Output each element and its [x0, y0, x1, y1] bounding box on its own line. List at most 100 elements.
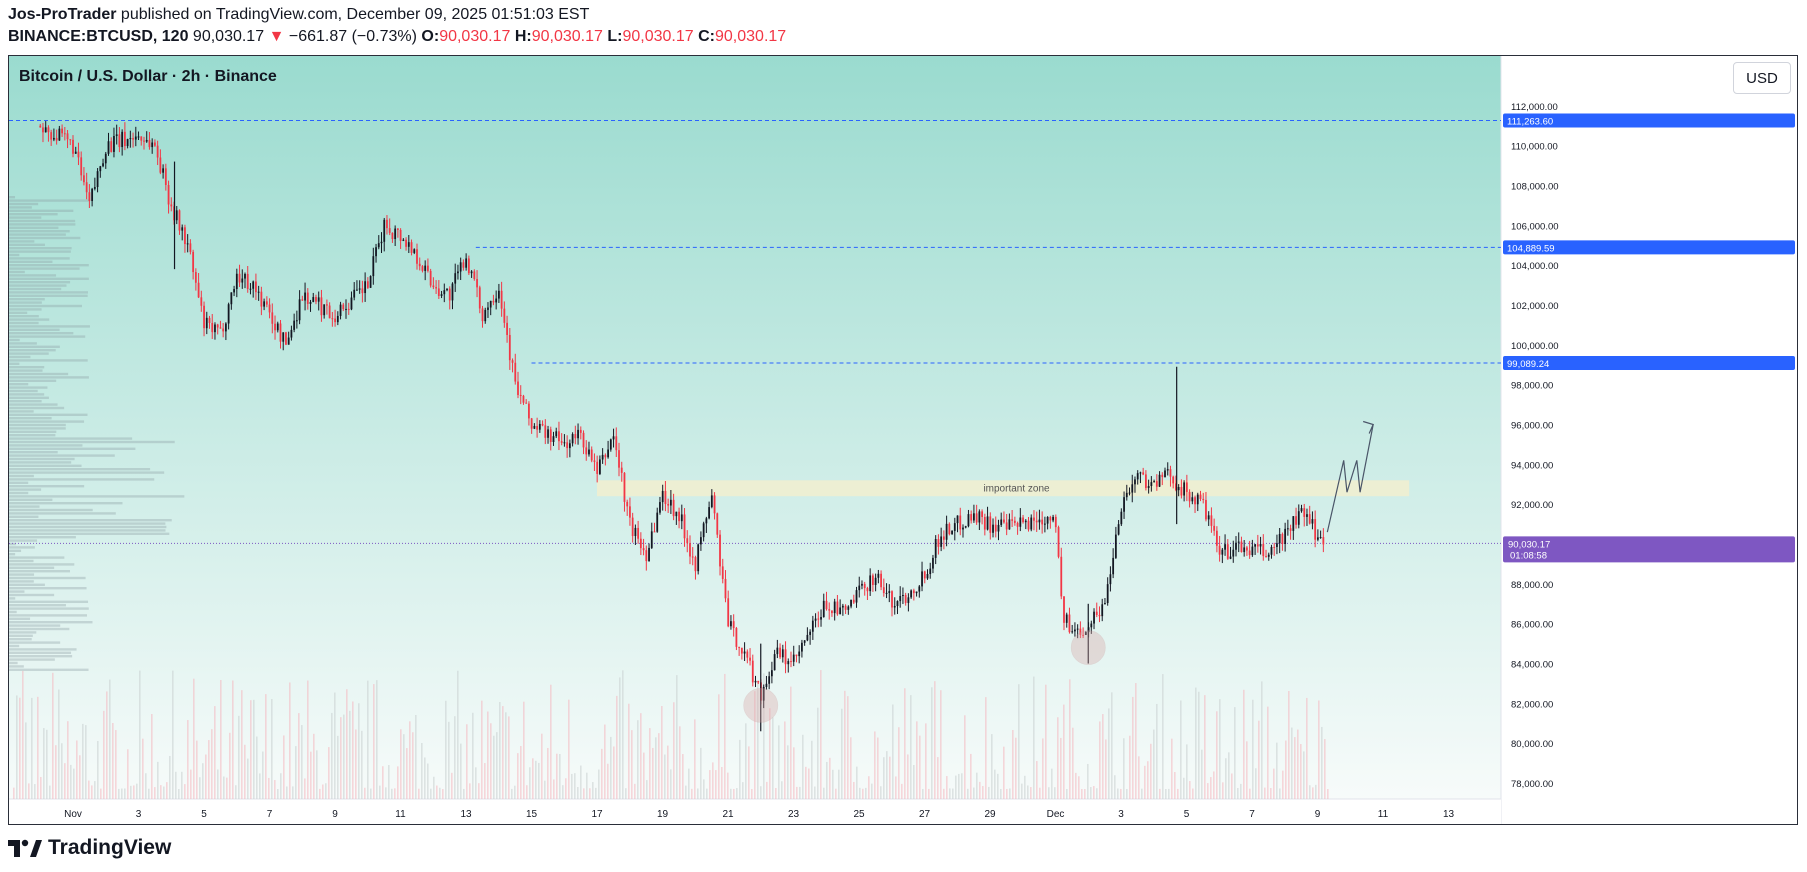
chart-frame[interactable]: important zone 111,263.60 104,889.59 99,089…	[8, 55, 1798, 825]
candle-body	[964, 526, 967, 528]
candle-body	[820, 616, 822, 620]
volume-bar	[877, 737, 879, 799]
volume-profile-bar	[9, 549, 22, 552]
volume-bar	[52, 672, 54, 799]
volume-bar	[1267, 706, 1269, 799]
volume-bar	[1189, 781, 1191, 799]
candle-body	[582, 432, 585, 448]
volume-bar	[382, 766, 384, 799]
volume-bar	[88, 780, 90, 799]
y-tick-label: 80,000.00	[1511, 739, 1553, 750]
x-tick-label: 9	[1315, 809, 1321, 820]
candle-body	[560, 441, 563, 443]
candle-body	[200, 297, 203, 306]
volume-bar	[544, 780, 546, 799]
volume-bar	[937, 757, 939, 799]
volume-profile-bar	[9, 485, 85, 488]
volume-bar	[1132, 696, 1134, 799]
candle-body	[1057, 527, 1060, 557]
candle-body	[656, 512, 659, 532]
volume-bar	[457, 670, 459, 799]
candle-body	[530, 418, 533, 429]
volume-bar	[1255, 768, 1257, 799]
x-tick-label: Nov	[64, 809, 82, 820]
currency-button[interactable]: USD	[1733, 62, 1791, 94]
candle-body	[506, 322, 508, 335]
ohlc-line: BINANCE:BTCUSD, 120 90,030.17 ▼ −661.87 …	[8, 28, 786, 46]
volume-bar	[1162, 674, 1164, 799]
volume-profile-bar	[9, 607, 89, 610]
volume-bar	[940, 690, 942, 799]
candle-body	[1136, 473, 1139, 480]
x-tick-label: 7	[1249, 809, 1255, 820]
last-price-label: 90,030.17	[1508, 539, 1550, 550]
candle-body	[274, 323, 276, 331]
candle-body	[702, 523, 705, 538]
author-name[interactable]: Jos-ProTrader	[8, 6, 117, 23]
volume-bar	[952, 788, 954, 799]
candle-body	[1016, 522, 1019, 527]
volume-bar	[1021, 783, 1023, 799]
volume-profile-bar	[9, 298, 45, 301]
candle-body	[1125, 492, 1128, 498]
volume-bar	[1273, 768, 1275, 799]
volume-bar	[256, 736, 258, 799]
volume-profile-bar	[9, 396, 49, 399]
volume-bar	[886, 751, 888, 799]
candle-body	[315, 297, 317, 302]
last-price: 90,030.17	[192, 28, 265, 45]
candle-body	[418, 263, 421, 267]
tradingview-logo[interactable]: TradingView	[8, 836, 171, 860]
candle-body	[962, 527, 964, 530]
volume-bar	[913, 765, 915, 799]
candle-body	[836, 601, 839, 615]
volume-bar	[1312, 787, 1314, 799]
candle-body	[1134, 479, 1136, 485]
candle-body	[484, 309, 487, 322]
volume-bar	[1309, 785, 1311, 799]
volume-bar	[262, 751, 264, 799]
candle-body	[148, 139, 151, 148]
volume-bar	[250, 700, 252, 799]
volume-bar	[244, 744, 246, 799]
volume-bar	[112, 723, 114, 799]
volume-bar	[1234, 707, 1236, 799]
volume-bar	[682, 754, 684, 799]
volume-bar	[739, 739, 741, 799]
candle-body	[872, 575, 874, 585]
volume-bar	[808, 768, 810, 799]
chart-canvas[interactable]: important zone 111,263.60 104,889.59 99,089…	[9, 56, 1798, 825]
candle-body	[858, 585, 861, 591]
candle-body	[538, 423, 541, 430]
volume-bar	[1177, 788, 1179, 799]
volume-profile-bar	[9, 267, 80, 270]
candle-body	[1194, 497, 1196, 505]
volume-bar	[118, 788, 120, 799]
candle-body	[1322, 537, 1325, 545]
volume-bar	[322, 784, 324, 799]
candle-body	[678, 511, 680, 522]
candle-body	[973, 513, 975, 521]
candle-body	[945, 523, 948, 540]
volume-bar	[652, 747, 654, 799]
candle-body	[369, 276, 372, 288]
volume-bar	[865, 787, 867, 799]
candle-body	[255, 281, 257, 293]
volume-bar	[889, 756, 891, 799]
candle-body	[1068, 614, 1071, 633]
candle-body	[659, 502, 661, 513]
symbol-label: BINANCE:BTCUSD, 120	[8, 28, 189, 45]
x-tick-label: 3	[136, 809, 142, 820]
last-price-tag	[1503, 536, 1795, 563]
candle-body	[197, 282, 200, 298]
candle-body	[765, 683, 768, 687]
volume-bar	[925, 723, 927, 799]
candle-body	[831, 610, 833, 614]
candle-body	[1139, 472, 1142, 474]
candle-body	[470, 271, 473, 274]
volume-profile-bar	[9, 454, 115, 457]
volume-bar	[295, 746, 297, 799]
level-price-tag	[1503, 240, 1795, 255]
candle-body	[653, 531, 656, 533]
candle-body	[1221, 549, 1224, 555]
